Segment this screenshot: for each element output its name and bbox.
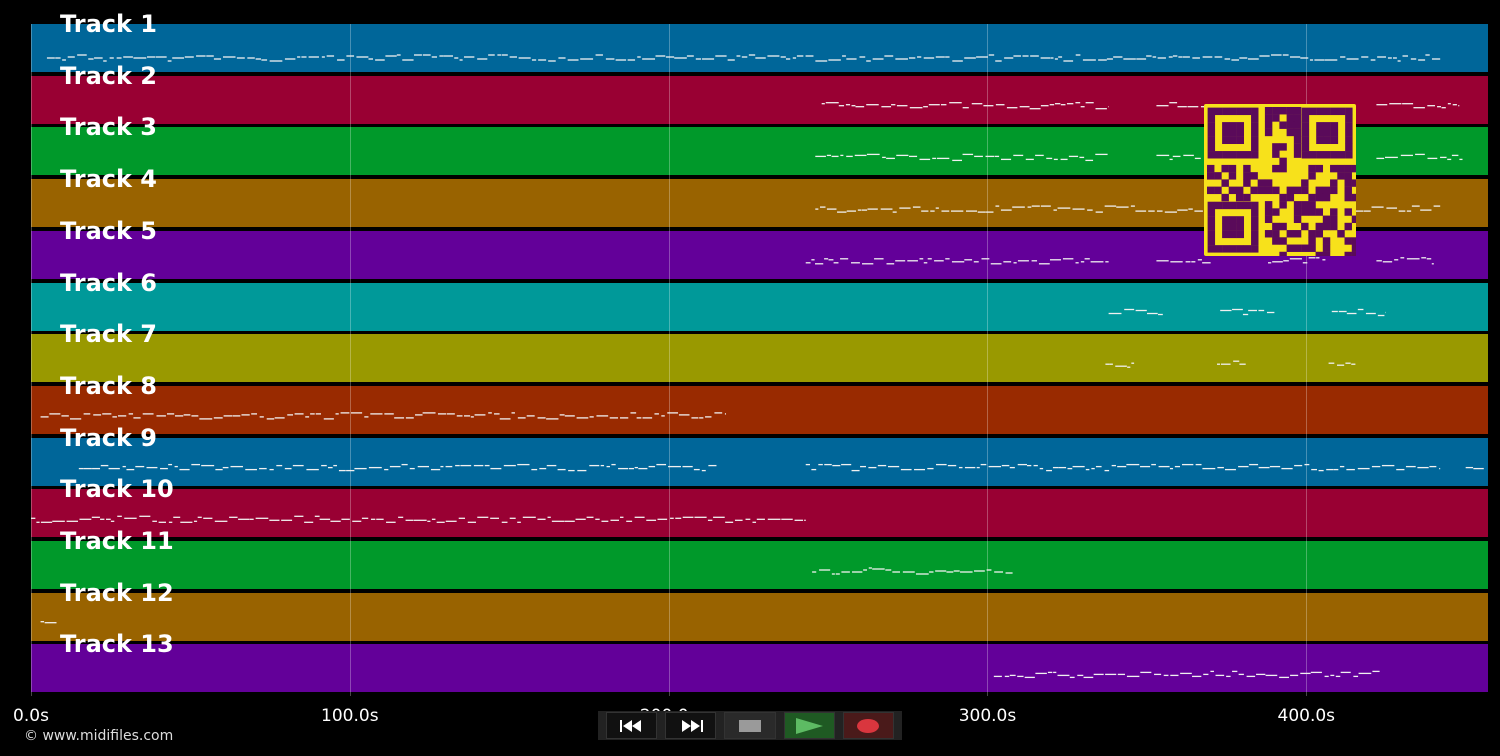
track-lane (31, 282, 1488, 333)
grid-line (1306, 24, 1308, 696)
track-lane (31, 385, 1488, 436)
grid-line (31, 24, 32, 696)
track-label: Track 13 (60, 630, 174, 659)
track-label: Track 11 (60, 527, 174, 555)
track-label: Track 12 (60, 578, 174, 607)
play-button[interactable] (783, 712, 835, 739)
fast-forward-button[interactable] (665, 712, 717, 739)
track-lane (31, 592, 1488, 643)
track-label: Track 8 (60, 371, 158, 400)
track-label: Track 10 (60, 475, 174, 504)
track-lane (31, 489, 1488, 540)
qr-code-image (1204, 104, 1360, 260)
grid-line (987, 24, 989, 696)
track-label: Track 3 (60, 113, 158, 142)
stop-icon (739, 719, 761, 732)
tick-label: 400.0s (1277, 706, 1336, 726)
track-label: Track 6 (60, 268, 158, 297)
rewind-icon (619, 719, 641, 732)
track-lane (31, 24, 1488, 74)
record-icon (857, 718, 880, 733)
track-label: Track 9 (60, 423, 158, 452)
grid-line (349, 24, 351, 696)
track-label: Track 5 (60, 216, 158, 245)
track-lane (31, 644, 1488, 695)
fast-forward-icon (681, 719, 703, 732)
rewind-button[interactable] (606, 712, 658, 739)
play-icon (796, 717, 824, 734)
grid-line (668, 24, 670, 696)
track-label: Track 7 (60, 320, 158, 349)
track-lane (31, 334, 1488, 385)
record-button[interactable] (842, 712, 895, 739)
track-label: Track 1 (60, 10, 158, 38)
qr-code-icon (1207, 107, 1360, 260)
track-label: Track 4 (60, 165, 158, 194)
playback-controls (598, 711, 902, 740)
copyright-text: © www.midifiles.com (24, 728, 174, 744)
tick-label: 300.0s (958, 706, 1017, 726)
track-lane (31, 541, 1488, 591)
tick-label: 0.0s (13, 706, 49, 726)
track-label: Track 2 (60, 61, 158, 90)
tick-label: 100.0s (321, 706, 379, 726)
track-lane (31, 437, 1488, 488)
stop-button[interactable] (724, 712, 776, 739)
